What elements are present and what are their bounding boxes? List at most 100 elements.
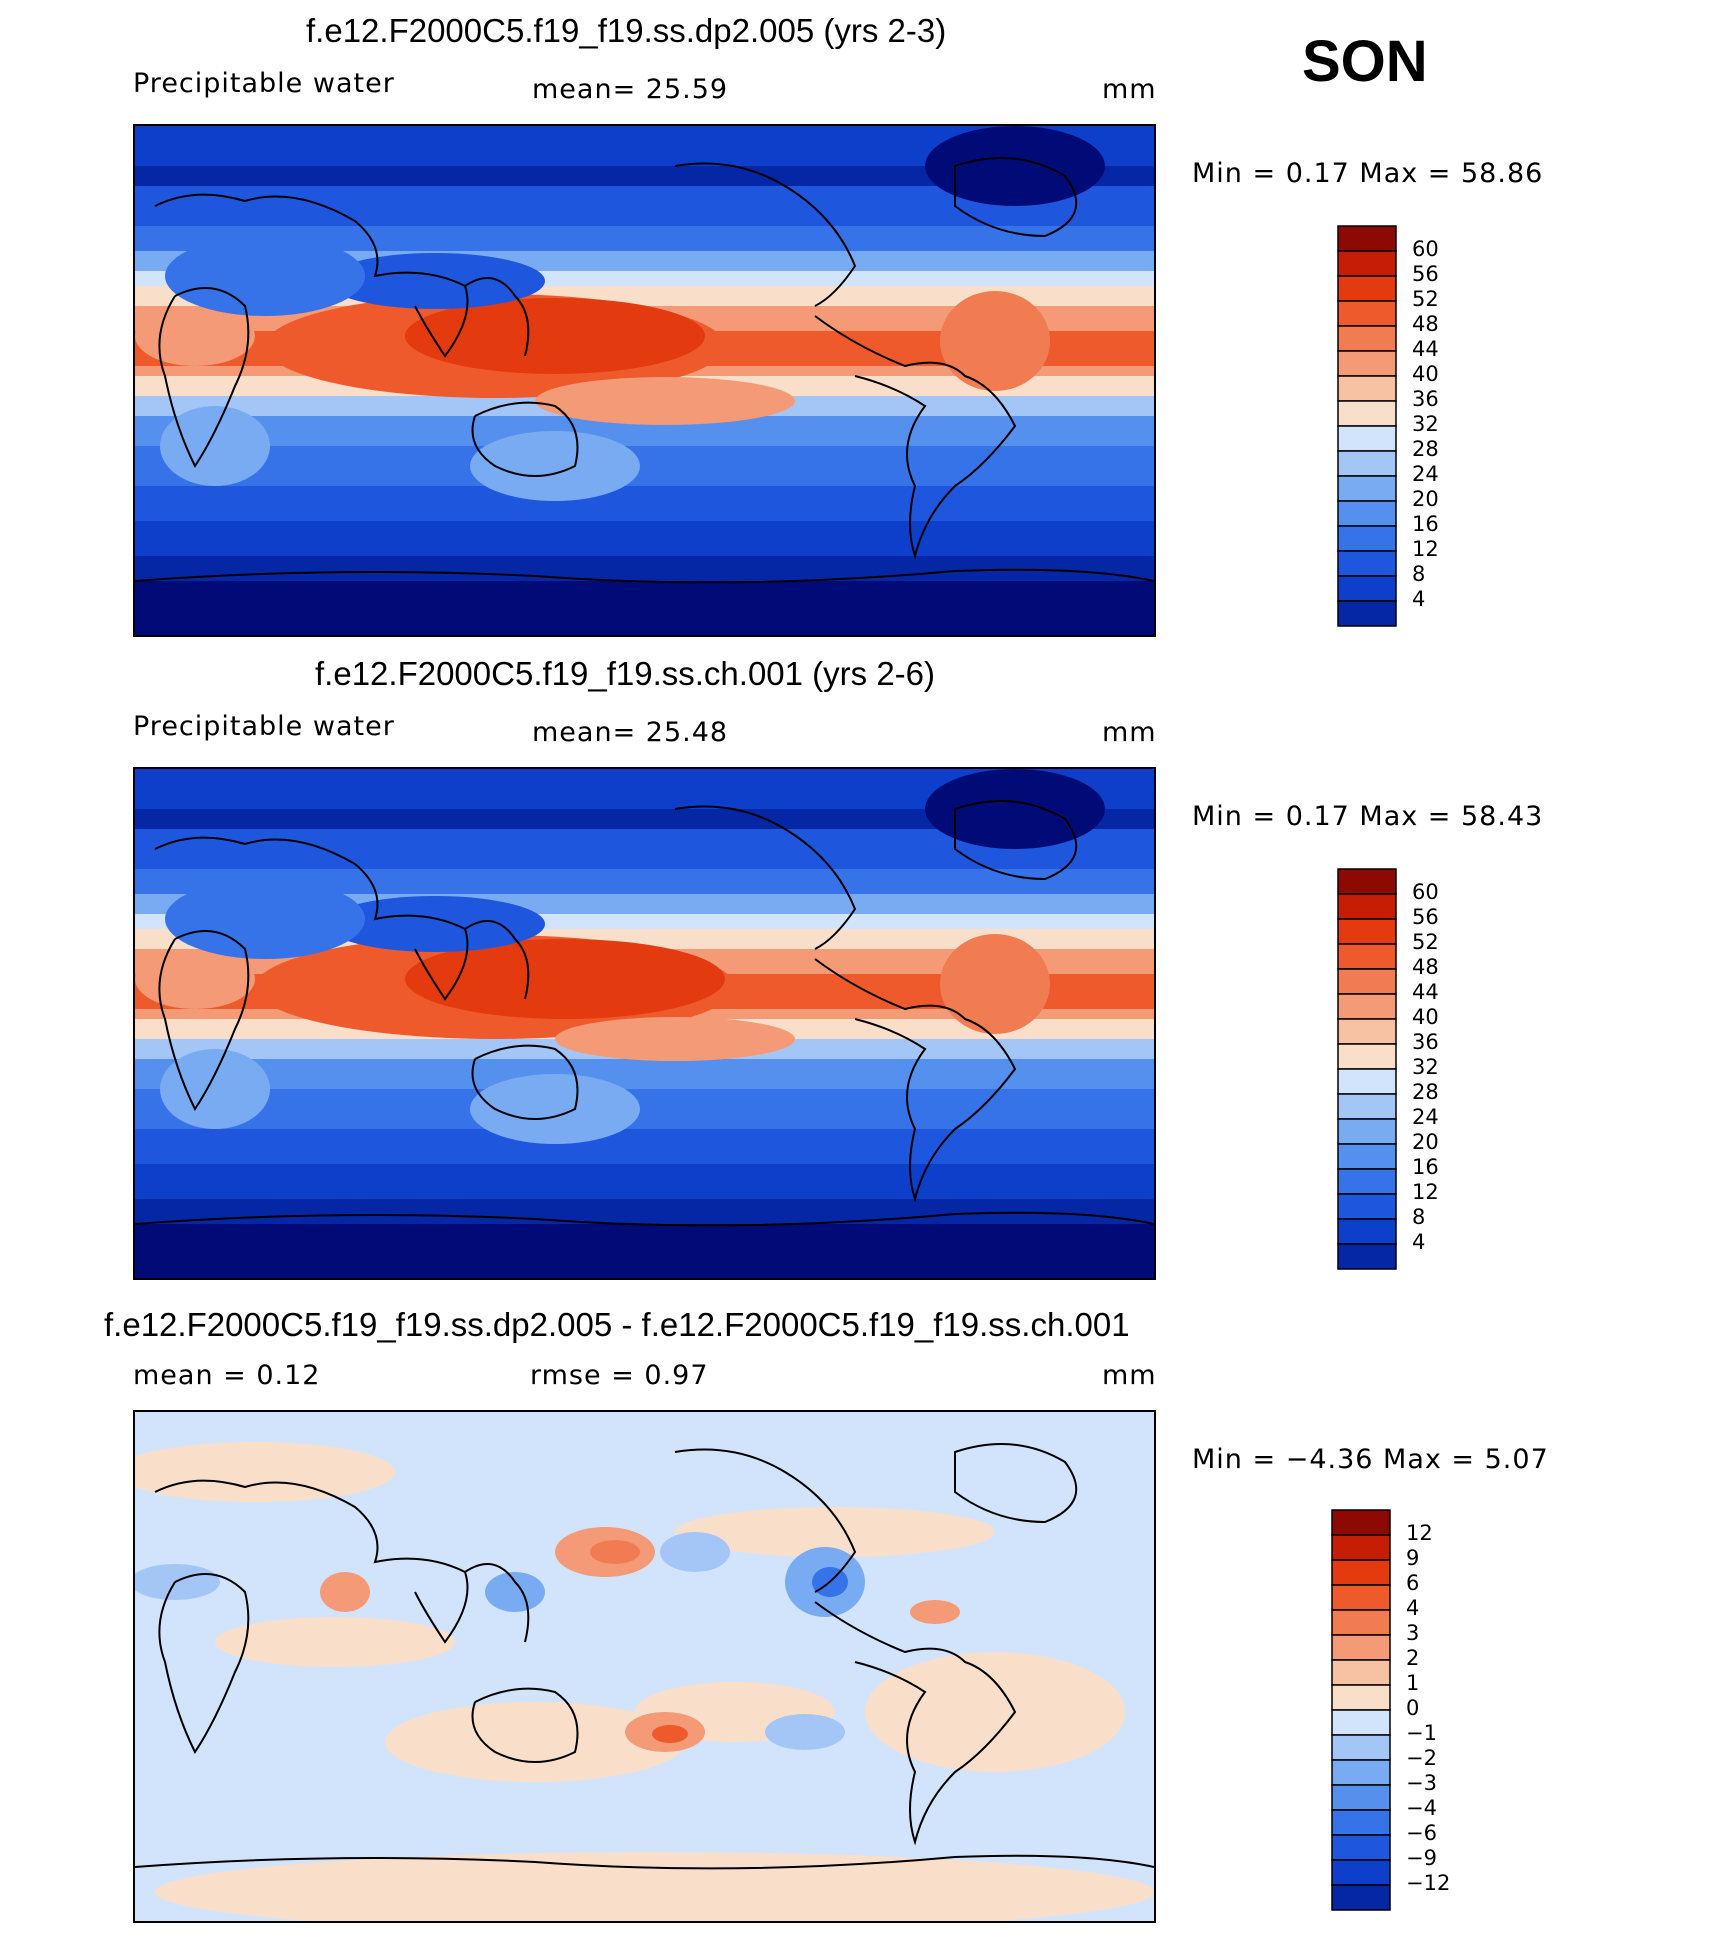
colorbar-bin	[1337, 525, 1397, 552]
colorbar-tick-label: −12	[1406, 1871, 1451, 1895]
colorbar-tick-label: 28	[1412, 1080, 1439, 1104]
colorbar-tick-label: −4	[1406, 1796, 1437, 1820]
colorbar-tick-label: 24	[1412, 462, 1439, 486]
colorbar-bin	[1337, 943, 1397, 970]
colorbar-tick-label: 4	[1406, 1596, 1420, 1620]
colorbar-tick-label: 48	[1412, 312, 1439, 336]
colorbar-bin	[1337, 400, 1397, 427]
panel-3-mean-label: mean = 0.12	[133, 1360, 321, 1391]
colorbar-bin	[1331, 1584, 1391, 1611]
colorbar-tick-label: 28	[1412, 437, 1439, 461]
colorbar-tick-label: 8	[1412, 562, 1426, 586]
colorbar-bin	[1337, 600, 1397, 627]
panel-3-map	[133, 1410, 1156, 1923]
colorbar-bin	[1337, 475, 1397, 502]
colorbar-bin	[1337, 1068, 1397, 1095]
colorbar-bin	[1337, 1043, 1397, 1070]
colorbar-bin	[1337, 1143, 1397, 1170]
colorbar-tick-label: 12	[1406, 1521, 1433, 1545]
panel-3-title: f.e12.F2000C5.f19_f19.ss.dp2.005 - f.e12…	[104, 1306, 1130, 1343]
colorbar-bin	[1337, 893, 1397, 920]
colorbar-bin	[1337, 1218, 1397, 1245]
colorbar-tick-label: 56	[1412, 905, 1439, 929]
colorbar-tick-label: 52	[1412, 287, 1439, 311]
colorbar-bin	[1331, 1884, 1391, 1911]
colorbar-tick-label: −9	[1406, 1846, 1437, 1870]
panel-1-units-label: mm	[1102, 74, 1157, 105]
colorbar-bin	[1337, 868, 1397, 895]
colorbar-bin	[1331, 1734, 1391, 1761]
colorbar-tick-label: 3	[1406, 1621, 1420, 1645]
panel-3-colorbar-swatches	[1331, 1509, 1391, 1911]
colorbar-bin	[1337, 968, 1397, 995]
colorbar-bin	[1337, 918, 1397, 945]
panel-3-units-label: mm	[1102, 1360, 1157, 1391]
colorbar-bin	[1331, 1609, 1391, 1636]
colorbar-bin	[1337, 1093, 1397, 1120]
colorbar-bin	[1331, 1759, 1391, 1786]
colorbar-tick-label: 24	[1412, 1105, 1439, 1129]
panel-3-rmse-label: rmse = 0.97	[530, 1360, 709, 1391]
colorbar-bin	[1331, 1534, 1391, 1561]
colorbar-tick-label: 9	[1406, 1546, 1420, 1570]
colorbar-bin	[1331, 1634, 1391, 1661]
colorbar-bin	[1337, 275, 1397, 302]
colorbar-tick-label: 20	[1412, 1130, 1439, 1154]
panel-2-variable-label: Precipitable water	[133, 711, 395, 742]
colorbar-tick-label: 1	[1406, 1671, 1420, 1695]
colorbar-bin	[1337, 1018, 1397, 1045]
colorbar-bin	[1331, 1784, 1391, 1811]
colorbar-tick-label: 48	[1412, 955, 1439, 979]
panel-2-colorbar-swatches	[1337, 868, 1397, 1270]
colorbar-bin	[1331, 1834, 1391, 1861]
colorbar-tick-label: 4	[1412, 1230, 1426, 1254]
panel-2-minmax: Min = 0.17 Max = 58.43	[1192, 801, 1544, 832]
colorbar-tick-label: 32	[1412, 1055, 1439, 1079]
panel-1-colorbar-swatches	[1337, 225, 1397, 627]
colorbar-tick-label: 36	[1412, 1030, 1439, 1054]
panel-1-variable-label: Precipitable water	[133, 68, 395, 99]
colorbar-tick-label: −3	[1406, 1771, 1437, 1795]
colorbar-bin	[1337, 550, 1397, 577]
colorbar-bin	[1337, 425, 1397, 452]
colorbar-tick-label: 0	[1406, 1696, 1420, 1720]
colorbar-tick-label: −6	[1406, 1821, 1437, 1845]
panel-3-colorbar	[1330, 1508, 1392, 1917]
colorbar-tick-label: 40	[1412, 362, 1439, 386]
colorbar-tick-label: 20	[1412, 487, 1439, 511]
colorbar-bin	[1331, 1659, 1391, 1686]
colorbar-bin	[1337, 325, 1397, 352]
colorbar-tick-label: 12	[1412, 537, 1439, 561]
colorbar-tick-label: 44	[1412, 980, 1439, 1004]
season-label: SON	[1302, 29, 1428, 94]
colorbar-tick-label: 44	[1412, 337, 1439, 361]
colorbar-tick-label: −2	[1406, 1746, 1437, 1770]
colorbar-bin	[1331, 1709, 1391, 1736]
colorbar-bin	[1331, 1559, 1391, 1586]
colorbar-tick-label: 16	[1412, 512, 1439, 536]
colorbar-tick-label: 12	[1412, 1180, 1439, 1204]
colorbar-bin	[1337, 1168, 1397, 1195]
colorbar-bin	[1337, 250, 1397, 277]
panel-1-map	[133, 124, 1156, 637]
colorbar-tick-label: 6	[1406, 1571, 1420, 1595]
colorbar-bin	[1331, 1809, 1391, 1836]
panel-2-map	[133, 767, 1156, 1280]
colorbar-bin	[1337, 993, 1397, 1020]
colorbar-tick-label: 8	[1412, 1205, 1426, 1229]
panel-2-units-label: mm	[1102, 717, 1157, 748]
colorbar-bin	[1331, 1684, 1391, 1711]
colorbar-tick-label: 40	[1412, 1005, 1439, 1029]
colorbar-bin	[1331, 1859, 1391, 1886]
colorbar-tick-label: 60	[1412, 237, 1439, 261]
colorbar-tick-label: 2	[1406, 1646, 1420, 1670]
colorbar-bin	[1337, 350, 1397, 377]
colorbar-tick-label: 60	[1412, 880, 1439, 904]
panel-1-minmax: Min = 0.17 Max = 58.86	[1192, 158, 1544, 189]
colorbar-tick-label: 56	[1412, 262, 1439, 286]
colorbar-tick-label: 32	[1412, 412, 1439, 436]
panel-2-colorbar	[1336, 867, 1398, 1276]
colorbar-bin	[1337, 1243, 1397, 1270]
colorbar-tick-label: 16	[1412, 1155, 1439, 1179]
colorbar-bin	[1337, 1193, 1397, 1220]
